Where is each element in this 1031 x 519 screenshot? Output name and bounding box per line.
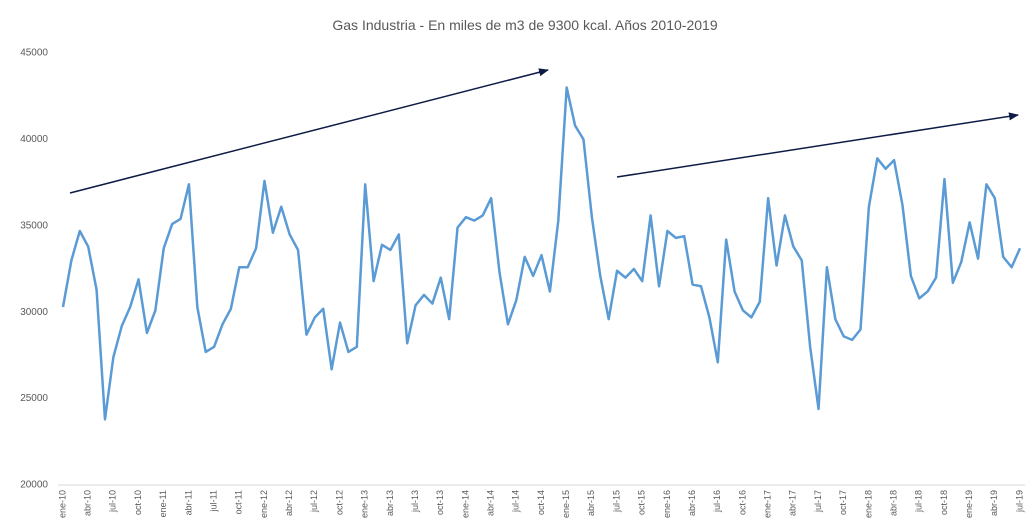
x-tick-label: jul-13	[410, 490, 420, 513]
data-line	[61, 86, 1022, 421]
x-tick-label: oct-15	[637, 490, 647, 515]
x-tick-label: jul-10	[108, 490, 118, 513]
y-tick-label: 25000	[20, 393, 48, 404]
x-tick-label: ene-12	[259, 490, 269, 518]
chart-title: Gas Industria - En miles de m3 de 9300 k…	[332, 17, 717, 33]
y-tick-label: 40000	[20, 134, 48, 145]
y-tick-label: 35000	[20, 220, 48, 231]
x-tick-label: abr-10	[83, 490, 93, 516]
x-tick-label: jul-18	[914, 490, 924, 513]
x-tick-label: abr-16	[687, 490, 697, 516]
x-tick-label: abr-12	[284, 490, 294, 516]
x-tick-label: abr-17	[788, 490, 798, 516]
x-tick-label: oct-13	[435, 490, 445, 515]
x-tick-label: abr-19	[989, 490, 999, 516]
x-tick-label: ene-13	[360, 490, 370, 518]
x-tick-label: oct-12	[334, 490, 344, 515]
x-tick-label: ene-10	[57, 490, 67, 518]
x-tick-label: abr-14	[486, 490, 496, 516]
x-tick-label: jul-17	[813, 490, 823, 513]
x-tick-label: ene-15	[561, 490, 571, 518]
y-tick-label: 45000	[20, 48, 48, 59]
x-tick-label: oct-17	[838, 490, 848, 515]
x-tick-label: abr-18	[888, 490, 898, 516]
x-tick-label: oct-18	[939, 490, 949, 515]
x-tick-label: ene-16	[662, 490, 672, 518]
x-tick-label: ene-18	[863, 490, 873, 518]
x-tick-label: oct-11	[234, 490, 244, 514]
x-tick-label: oct-14	[536, 490, 546, 515]
x-tick-label: ene-17	[763, 490, 773, 518]
x-tick-label: abr-13	[385, 490, 395, 516]
y-tick-label: 20000	[20, 480, 48, 491]
x-tick-label: jul-19	[1014, 490, 1024, 513]
x-tick-label: ene-14	[460, 490, 470, 518]
x-tick-label: jul-16	[712, 490, 722, 513]
x-tick-label: jul-15	[611, 490, 621, 513]
x-tick-label: ene-11	[158, 490, 168, 517]
x-tick-label: abr-15	[586, 490, 596, 516]
x-tick-label: jul-14	[511, 490, 521, 513]
trend-arrow	[616, 112, 1019, 178]
x-tick-label: jul-12	[309, 490, 319, 513]
trend-arrow	[69, 68, 549, 194]
x-tick-label: jul-11	[208, 490, 218, 512]
x-tick-label: ene-19	[964, 490, 974, 518]
x-tick-label: oct-10	[133, 490, 143, 515]
x-tick-label: oct-16	[737, 490, 747, 515]
x-tick-label: abr-11	[183, 490, 193, 515]
y-tick-label: 30000	[20, 307, 48, 318]
